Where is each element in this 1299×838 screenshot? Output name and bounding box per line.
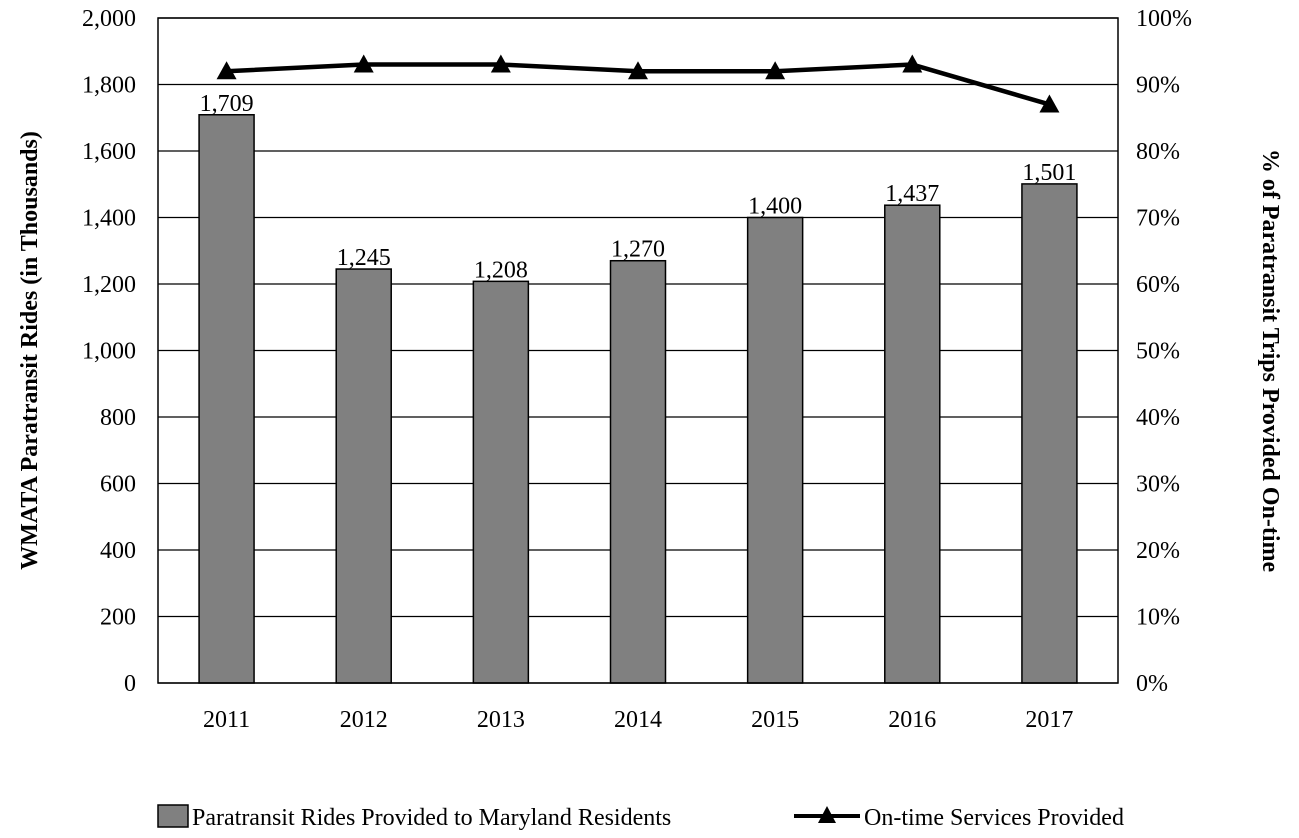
line-point-marker xyxy=(628,61,648,80)
y2-tick-label: 30% xyxy=(1136,472,1180,498)
y-tick-label: 1,400 xyxy=(82,206,136,232)
y2-tick-label: 70% xyxy=(1136,206,1180,232)
bar xyxy=(746,216,804,684)
bar xyxy=(609,259,667,684)
bar-data-label: 1,501 xyxy=(1022,160,1076,186)
x-axis-ticks: 2011 2012 2013 2014 2015 2016 2017 xyxy=(203,707,1073,733)
line-point-marker xyxy=(1039,94,1060,113)
x-tick-label: 2014 xyxy=(614,707,662,733)
line-point-marker xyxy=(902,54,923,73)
y-tick-label: 200 xyxy=(100,605,136,631)
bar-data-label: 1,270 xyxy=(611,237,665,263)
legend-item-bars: Paratransit Rides Provided to Maryland R… xyxy=(157,804,671,831)
bar-data-label: 1,208 xyxy=(474,257,528,283)
x-tick-label: 2011 xyxy=(203,707,250,733)
y2-tick-label: 20% xyxy=(1136,538,1180,564)
y2-tick-label: 10% xyxy=(1136,605,1180,631)
bars xyxy=(198,114,1078,684)
x-tick-label: 2016 xyxy=(888,707,936,733)
y-tick-label: 1,200 xyxy=(82,272,136,298)
legend-item-line: On-time Services Provided xyxy=(794,805,1124,831)
y-tick-label: 2,000 xyxy=(82,6,136,32)
bar-data-label: 1,400 xyxy=(748,194,802,220)
x-tick-label: 2017 xyxy=(1025,707,1073,733)
y2-tick-label: 50% xyxy=(1136,339,1180,365)
y2-tick-label: 90% xyxy=(1136,73,1180,99)
legend-triangle-marker-icon xyxy=(818,806,836,823)
bar xyxy=(884,204,941,684)
legend-label-bars: Paratransit Rides Provided to Maryland R… xyxy=(192,805,671,831)
bar-data-label: 1,437 xyxy=(885,181,939,207)
line-point-marker xyxy=(765,61,786,80)
x-tick-label: 2015 xyxy=(751,707,799,733)
y2-tick-label: 100% xyxy=(1136,6,1192,32)
bar-data-label: 1,245 xyxy=(337,245,391,271)
left-y-axis-ticks: 0 200 400 600 800 1,000 1,200 1,400 1,600 1,800 2,… xyxy=(82,6,136,697)
bar-data-label: 1,709 xyxy=(200,91,254,117)
left-y-axis-title: WMATA Paratransit Rides (in Thousands) xyxy=(17,131,43,570)
legend-bar-swatch xyxy=(157,804,189,828)
x-tick-label: 2012 xyxy=(340,707,388,733)
line-point-marker xyxy=(353,54,374,73)
plot-area-frame xyxy=(157,17,1119,684)
legend-label-line: On-time Services Provided xyxy=(864,805,1124,831)
bar-data-labels: 1,709 1,245 1,208 1,270 1,400 1,437 1,501 xyxy=(200,91,1077,284)
y-tick-label: 1,800 xyxy=(82,73,136,99)
y2-tick-label: 0% xyxy=(1136,671,1168,697)
right-y-axis-title: % of Paratransit Trips Provided On-time xyxy=(1257,149,1283,573)
line-point-marker xyxy=(216,61,237,80)
line-point-marker xyxy=(490,54,511,73)
line-series xyxy=(216,54,1060,113)
bar xyxy=(1021,183,1078,684)
legend: Paratransit Rides Provided to Maryland R… xyxy=(157,804,1124,831)
y-tick-label: 1,600 xyxy=(82,139,136,165)
right-y-axis-ticks: 0% 10% 20% 30% 40% 50% 60% 70% 80% 90% 100% xyxy=(1136,6,1192,697)
y-tick-label: 1,000 xyxy=(82,339,136,365)
y2-tick-label: 60% xyxy=(1136,272,1180,298)
bar xyxy=(198,114,255,684)
y-tick-label: 0 xyxy=(124,671,136,697)
y-tick-label: 600 xyxy=(100,472,136,498)
y-tick-label: 400 xyxy=(100,538,136,564)
y2-tick-label: 80% xyxy=(1136,139,1180,165)
bar xyxy=(472,280,530,684)
y-tick-label: 800 xyxy=(100,405,136,431)
y2-tick-label: 40% xyxy=(1136,405,1180,431)
x-tick-label: 2013 xyxy=(477,707,525,733)
bar xyxy=(335,268,392,684)
